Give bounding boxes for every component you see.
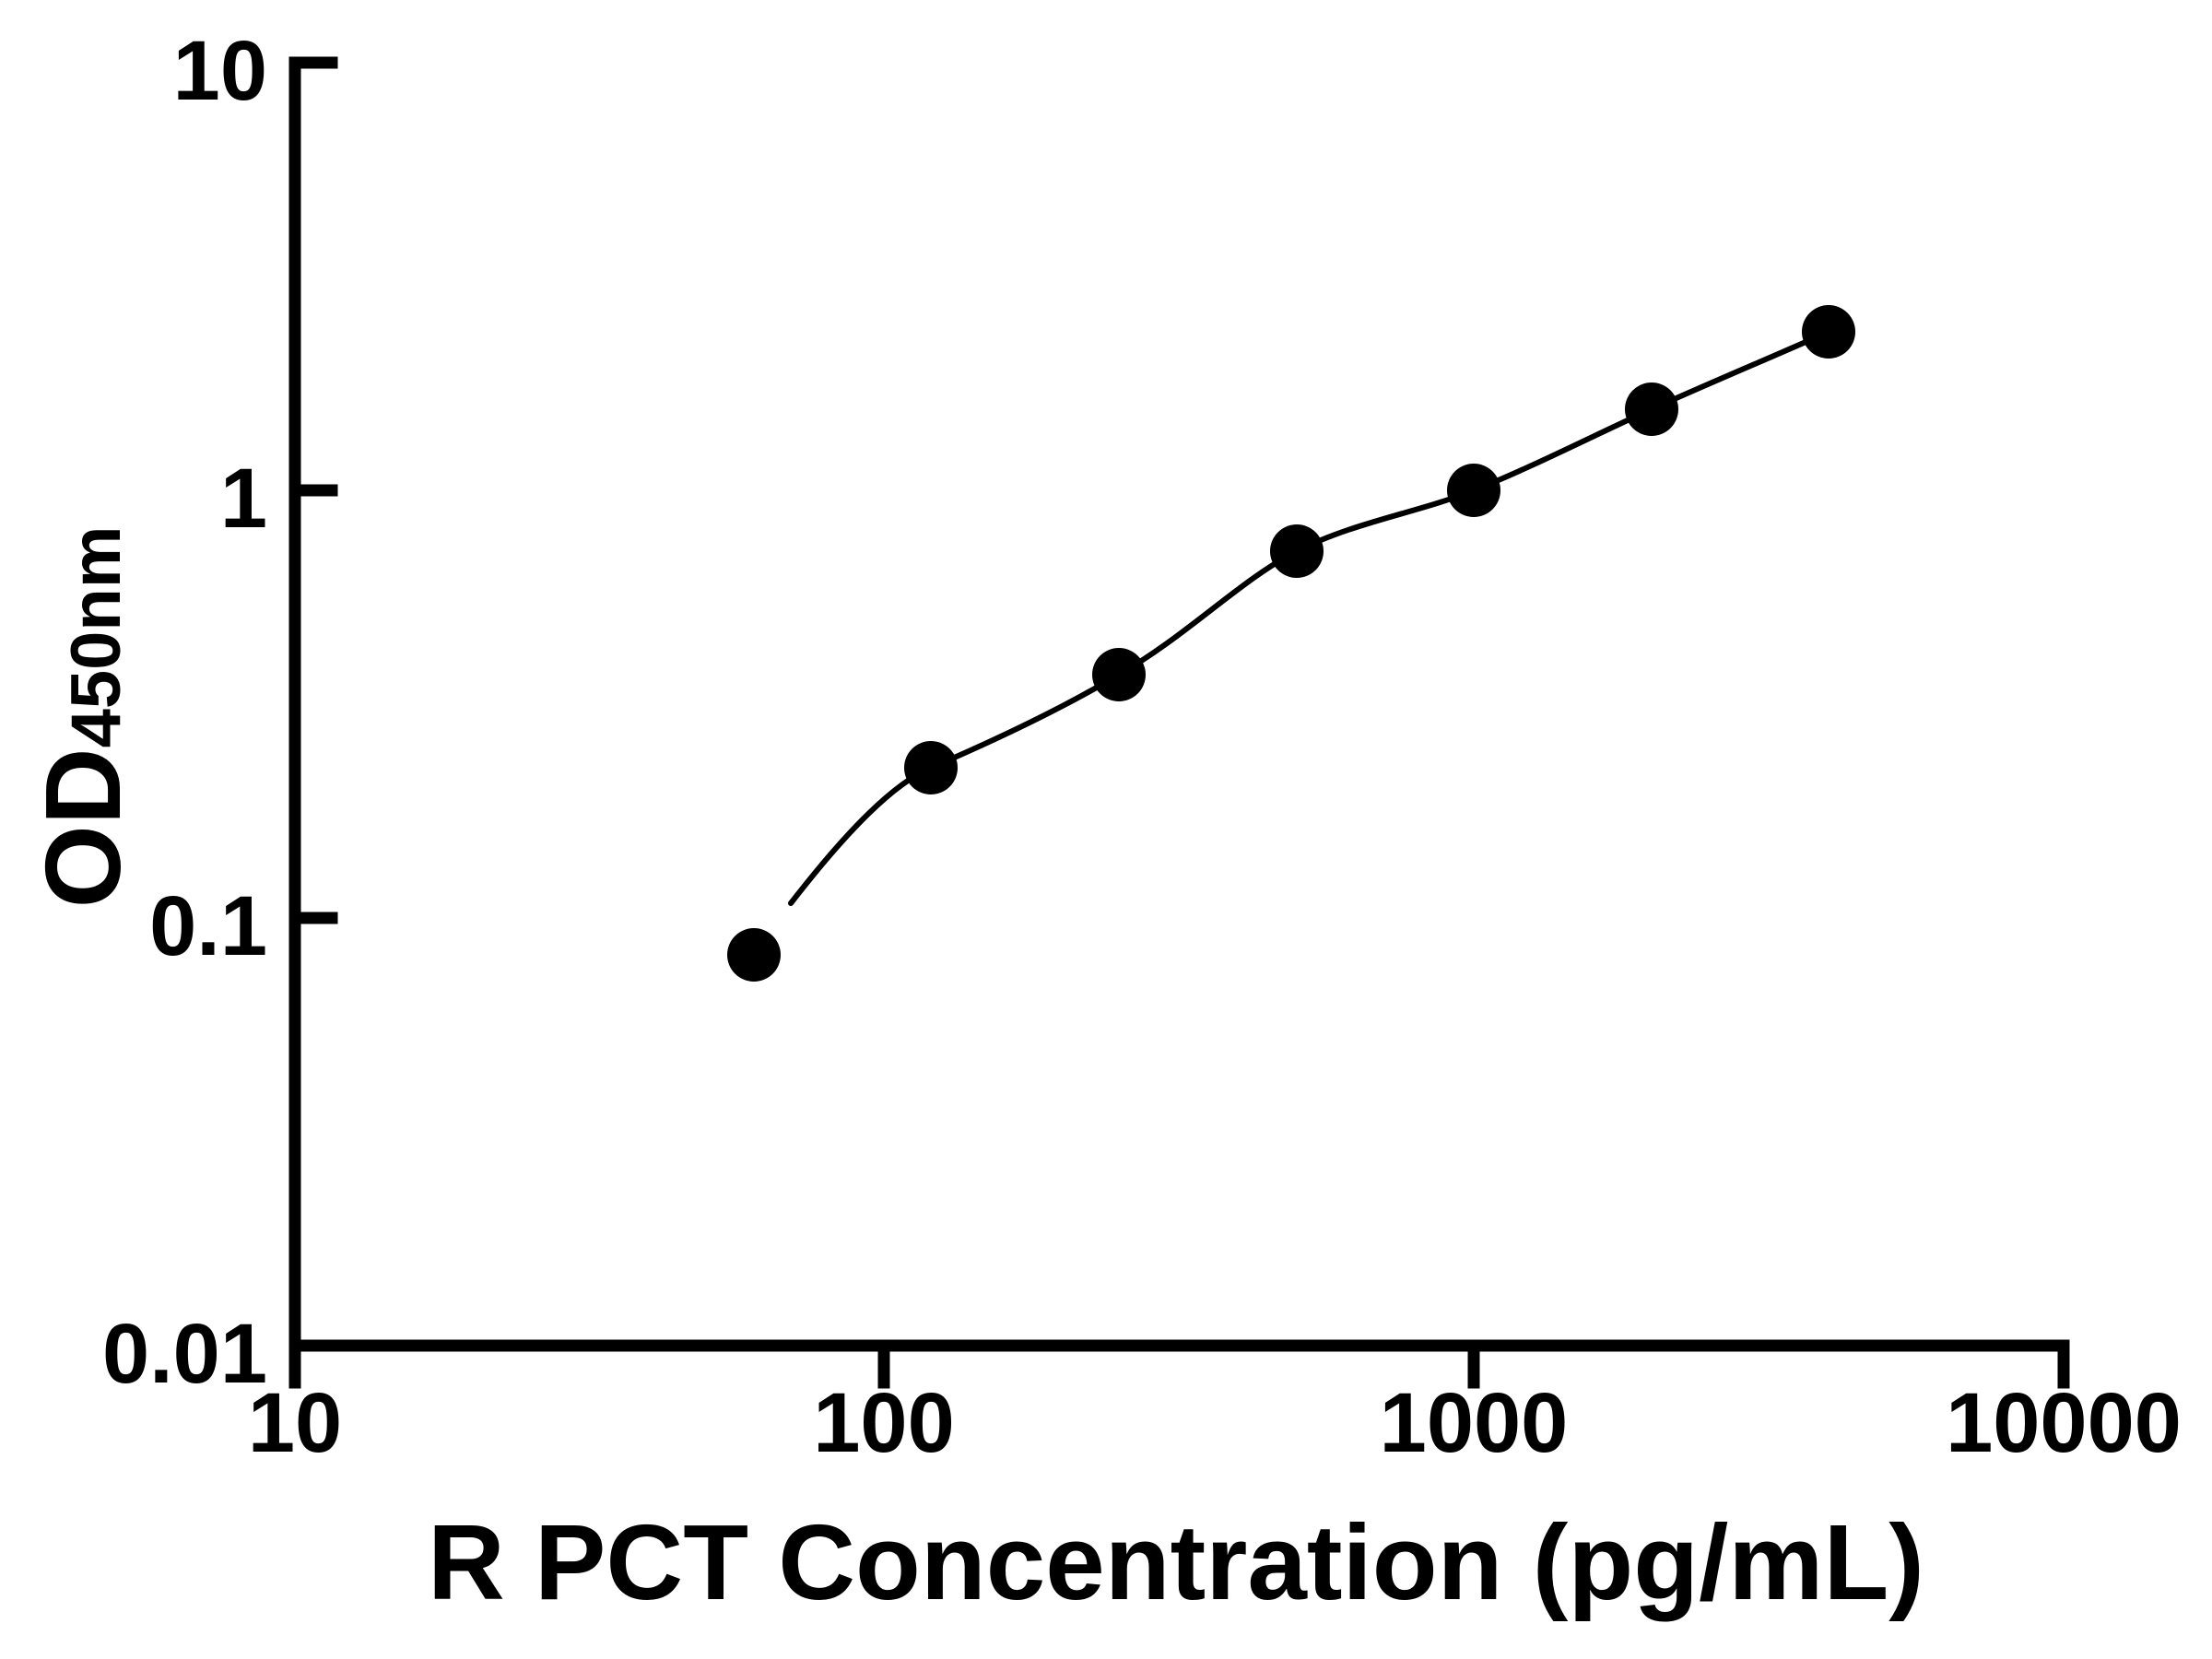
svg-text:OD450nm: OD450nm	[23, 526, 143, 909]
svg-text:10000: 10000	[1946, 1376, 2182, 1470]
svg-text:0.1: 0.1	[149, 879, 267, 973]
svg-text:R PCT Concentration (pg/mL): R PCT Concentration (pg/mL)	[428, 1502, 1924, 1622]
svg-text:10: 10	[173, 24, 267, 118]
svg-text:100: 100	[813, 1376, 955, 1470]
svg-text:0.01: 0.01	[102, 1307, 267, 1401]
svg-text:10: 10	[248, 1376, 342, 1470]
svg-text:1000: 1000	[1380, 1376, 1569, 1470]
svg-text:1: 1	[220, 452, 267, 546]
